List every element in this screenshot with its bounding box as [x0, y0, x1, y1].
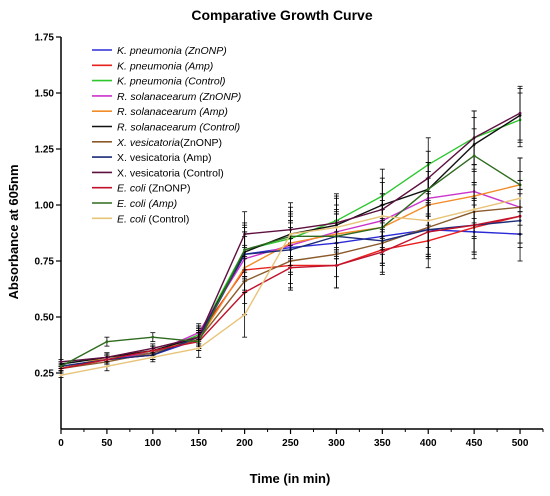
data-point	[335, 264, 338, 267]
legend-label-part: E. coli	[117, 213, 146, 225]
y-tick-label: 0.25	[35, 369, 55, 380]
x-tick-label: 500	[512, 438, 529, 449]
legend-label-part: K. pneumonia	[117, 60, 182, 72]
legend-label: X. vesicatoria (Amp)	[117, 152, 212, 164]
data-point	[105, 358, 109, 361]
legend-label-part: R. solanacearum	[117, 106, 197, 118]
x-tick-label: 50	[101, 438, 113, 449]
legend-label-part: X. vesicatoria	[116, 137, 180, 149]
x-tick-label: 400	[420, 438, 437, 449]
legend-label-part: X. vesicatoria	[117, 152, 180, 164]
x-tick-label: 450	[466, 438, 483, 449]
x-tick-label: 250	[282, 438, 299, 449]
data-point	[380, 214, 384, 218]
legend-label: R. solanacearum (ZnONP)	[117, 91, 241, 103]
legend-label: K. pneumonia (ZnONP)	[117, 45, 227, 57]
legend-label-part: (Amp)	[182, 60, 214, 72]
data-point	[518, 111, 522, 115]
y-tick-label: 1.75	[35, 33, 55, 44]
legend: K. pneumonia (ZnONP)K. pneumonia (Amp)K.…	[92, 45, 241, 225]
data-point	[105, 340, 109, 344]
legend-label-part: (Control)	[180, 167, 224, 179]
legend-label-part: R. solanacearum	[117, 122, 197, 134]
legend-label-part: K. pneumonia	[117, 76, 182, 88]
y-tick-label: 0.75	[35, 257, 55, 268]
legend-label: R. solanacearum (Amp)	[117, 106, 228, 118]
x-tick-label: 0	[58, 438, 64, 449]
y-axis-title: Absorbance at 605nm	[6, 164, 21, 299]
series-group	[58, 170, 523, 378]
data-point	[105, 364, 109, 368]
legend-label-part: (Amp)	[180, 152, 212, 164]
y-tick-label: 1.50	[35, 89, 55, 100]
data-point	[380, 250, 384, 254]
x-tick-label: 150	[190, 438, 207, 449]
legend-label-part: (Amp)	[146, 198, 178, 210]
legend-label: E. coli (ZnONP)	[117, 183, 191, 195]
y-tick-label: 1.25	[35, 145, 55, 156]
data-point	[518, 196, 522, 200]
legend-label: X. vesicatoria(ZnONP)	[116, 137, 222, 149]
legend-label: X. vesicatoria (Control)	[117, 167, 224, 179]
y-tick-label: 0.50	[35, 313, 55, 324]
data-point	[289, 266, 292, 270]
legend-label: E. coli (Amp)	[117, 198, 177, 210]
x-tick-label: 100	[144, 438, 161, 449]
legend-label-part: R. solanacearum	[117, 91, 197, 103]
x-tick-label: 300	[328, 438, 345, 449]
data-point	[243, 313, 247, 317]
data-point	[243, 248, 247, 252]
data-point	[59, 364, 63, 368]
legend-label: K. pneumonia (Amp)	[117, 60, 213, 72]
data-point	[59, 373, 63, 377]
legend-label-part: K. pneumonia	[117, 45, 182, 57]
data-point	[335, 226, 338, 229]
legend-label-part: (Control)	[182, 76, 226, 88]
legend-label-part: (Control)	[146, 213, 190, 225]
data-point	[151, 355, 155, 359]
legend-label-part: (Amp)	[196, 106, 228, 118]
chart-title: Comparative Growth Curve	[191, 7, 372, 23]
data-point	[426, 187, 430, 191]
legend-label: R. solanacearum (Control)	[117, 122, 240, 134]
series-layer	[58, 85, 523, 378]
x-tick-label: 350	[374, 438, 391, 449]
data-point	[472, 154, 476, 158]
data-point	[197, 346, 201, 350]
legend-label-part: (Control)	[196, 122, 240, 134]
x-tick-label: 200	[236, 438, 253, 449]
legend-label-part: (ZnONP)	[182, 45, 227, 57]
data-point	[289, 232, 292, 236]
legend-label-part: (ZnONP)	[180, 137, 222, 149]
x-axis-title: Time (in min)	[250, 471, 331, 486]
legend-label: K. pneumonia (Control)	[117, 76, 226, 88]
data-point	[472, 208, 476, 211]
legend-label-part: E. coli	[117, 198, 146, 210]
axes: 0 50 100 150 200 250 300 350 400 450 500 0.25 0.50 0.…	[35, 33, 544, 449]
data-point	[426, 219, 430, 223]
y-tick-label: 1.00	[35, 201, 55, 212]
legend-label-part: (ZnONP)	[146, 183, 191, 195]
legend-label: E. coli (Control)	[117, 213, 189, 225]
data-point	[151, 335, 155, 339]
legend-label-part: X. vesicatoria	[117, 167, 180, 179]
data-point	[59, 360, 63, 364]
legend-label-part: (ZnONP)	[196, 91, 241, 103]
legend-label-part: E. coli	[117, 183, 146, 195]
data-point	[151, 349, 155, 352]
